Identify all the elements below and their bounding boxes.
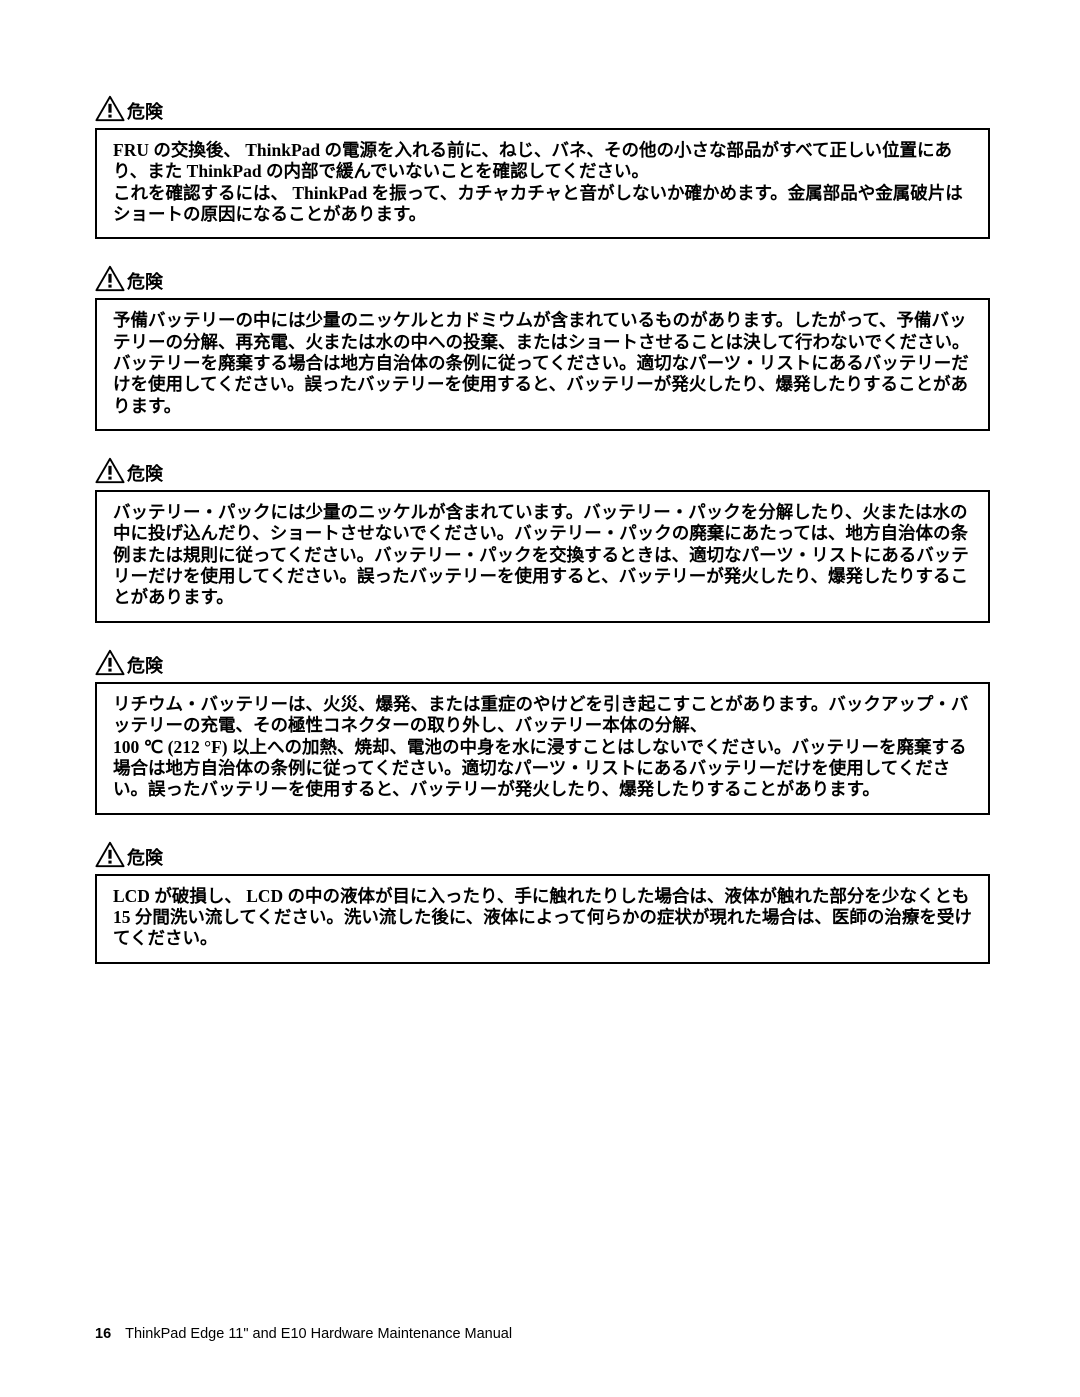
- page-number: 16: [95, 1326, 111, 1342]
- danger-header: 危険: [95, 265, 990, 292]
- danger-label: 危険: [127, 103, 163, 122]
- danger-label: 危険: [127, 465, 163, 484]
- danger-text: LCD が破損し、 LCD の中の液体が目に入ったり、手に触れたりした場合は、液…: [113, 886, 972, 950]
- danger-header: 危険: [95, 841, 990, 868]
- danger-text: FRU の交換後、 ThinkPad の電源を入れる前に、ねじ、バネ、その他の小…: [113, 140, 972, 225]
- warning-icon: [95, 265, 125, 292]
- warning-icon: [95, 457, 125, 484]
- danger-text: リチウム・バッテリーは、火災、爆発、または重症のやけどを引き起こすことがあります…: [113, 694, 972, 801]
- page-footer: 16 ThinkPad Edge 11" and E10 Hardware Mai…: [95, 1326, 512, 1342]
- danger-header: 危険: [95, 95, 990, 122]
- danger-label: 危険: [127, 657, 163, 676]
- danger-box: 予備バッテリーの中には少量のニッケルとカドミウムが含まれているものがあります。し…: [95, 298, 990, 431]
- danger-header: 危険: [95, 457, 990, 484]
- danger-box: リチウム・バッテリーは、火災、爆発、または重症のやけどを引き起こすことがあります…: [95, 682, 990, 815]
- danger-label: 危険: [127, 849, 163, 868]
- warning-icon: [95, 649, 125, 676]
- danger-header: 危険: [95, 649, 990, 676]
- danger-box: LCD が破損し、 LCD の中の液体が目に入ったり、手に触れたりした場合は、液…: [95, 874, 990, 964]
- danger-text: 予備バッテリーの中には少量のニッケルとカドミウムが含まれているものがあります。し…: [113, 310, 972, 417]
- danger-box: バッテリー・パックには少量のニッケルが含まれています。バッテリー・パックを分解し…: [95, 490, 990, 623]
- warning-icon: [95, 841, 125, 868]
- danger-box: FRU の交換後、 ThinkPad の電源を入れる前に、ねじ、バネ、その他の小…: [95, 128, 990, 239]
- warning-icon: [95, 95, 125, 122]
- footer-title: ThinkPad Edge 11" and E10 Hardware Maint…: [125, 1326, 512, 1342]
- danger-label: 危険: [127, 273, 163, 292]
- danger-text: バッテリー・パックには少量のニッケルが含まれています。バッテリー・パックを分解し…: [113, 502, 972, 609]
